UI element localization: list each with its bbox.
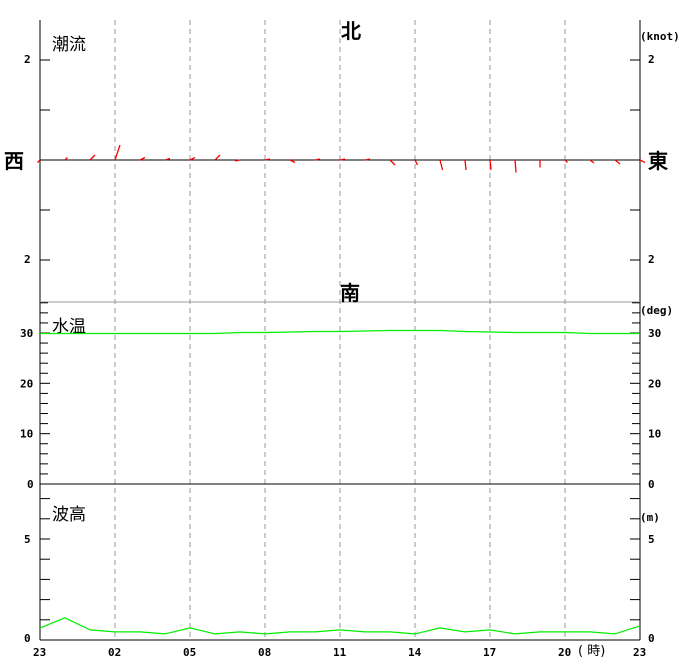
x-tick-labels: 23 02 05 08 11 14 17 20 23 (33, 646, 646, 659)
x-tick-label: 05 (183, 646, 196, 659)
current-vector (189, 156, 196, 161)
x-tick-label: 20 (558, 646, 571, 659)
current-vector (314, 158, 321, 161)
current-vector (339, 158, 346, 161)
temp-ytick-label: 20 (20, 377, 33, 390)
x-tick-label: 11 (333, 646, 347, 659)
temp-ytick-label: 20 (648, 377, 661, 390)
current-vector (439, 159, 444, 171)
current-ytick-right-top: 2 (648, 53, 655, 66)
current-ytick-right-bottom: 2 (648, 253, 655, 266)
current-vector (389, 159, 396, 166)
wave-tick-labels: 0 0 5 5 (24, 533, 655, 645)
x-tick-label: 14 (408, 646, 422, 659)
current-ytick-left-bottom: 2 (24, 253, 31, 266)
temp-tick-labels: 0 0 10 10 20 20 30 30 (20, 327, 661, 491)
x-tick-label: 08 (258, 646, 271, 659)
temp-ytick-label: 0 (648, 478, 655, 491)
east-label: 東 (648, 149, 668, 173)
temp-ytick-label: 10 (648, 428, 661, 441)
current-vector (64, 157, 68, 161)
current-vector (364, 158, 371, 161)
north-label: 北 (341, 19, 361, 43)
water-temperature-line (40, 329, 640, 335)
south-label: 南 (340, 281, 360, 305)
temp-ytick-label: 30 (648, 327, 661, 340)
current-vector (214, 154, 221, 161)
west-label: 西 (4, 149, 24, 173)
wave-unit: (m) (640, 511, 660, 524)
current-vector (139, 156, 146, 161)
temp-ytick-label: 0 (27, 478, 34, 491)
current-unit: (knot) (640, 30, 680, 43)
x-tick-label: 23 (33, 646, 46, 659)
x-axis-unit: ( 時) (578, 644, 605, 659)
wave-panel-title: 波高 (52, 505, 86, 525)
current-panel-title: 潮流 (52, 35, 86, 55)
temp-panel-title: 水温 (52, 317, 86, 337)
current-vector (614, 159, 621, 165)
wave-ytick-label: 5 (648, 533, 655, 546)
current-vector (589, 159, 595, 164)
current-vectors (37, 144, 646, 173)
x-tick-label: 02 (108, 646, 121, 659)
current-vector (37, 159, 41, 163)
current-vector (639, 159, 646, 164)
current-vector (234, 159, 241, 162)
grid (114, 20, 566, 640)
wave-ytick-label: 5 (24, 533, 31, 546)
current-vector (114, 144, 121, 161)
wave-height-line (39, 617, 641, 635)
current-ytick-left-top: 2 (24, 53, 31, 66)
current-vector (514, 159, 517, 173)
wave-ytick-label: 0 (24, 632, 31, 645)
temp-ytick-label: 30 (20, 327, 33, 340)
x-tick-label: 23 (633, 646, 646, 659)
temp-unit: (deg) (640, 304, 673, 317)
x-tick-label: 17 (483, 646, 496, 659)
current-vector (414, 159, 419, 166)
current-vector (489, 159, 492, 171)
current-vector (164, 157, 171, 161)
temp-ytick-label: 10 (20, 428, 33, 441)
current-vector (289, 159, 296, 164)
current-vector (89, 154, 96, 161)
current-vector (464, 159, 467, 171)
current-vector (564, 159, 568, 163)
current-vector (264, 158, 271, 161)
wave-ytick-label: 0 (648, 632, 655, 645)
